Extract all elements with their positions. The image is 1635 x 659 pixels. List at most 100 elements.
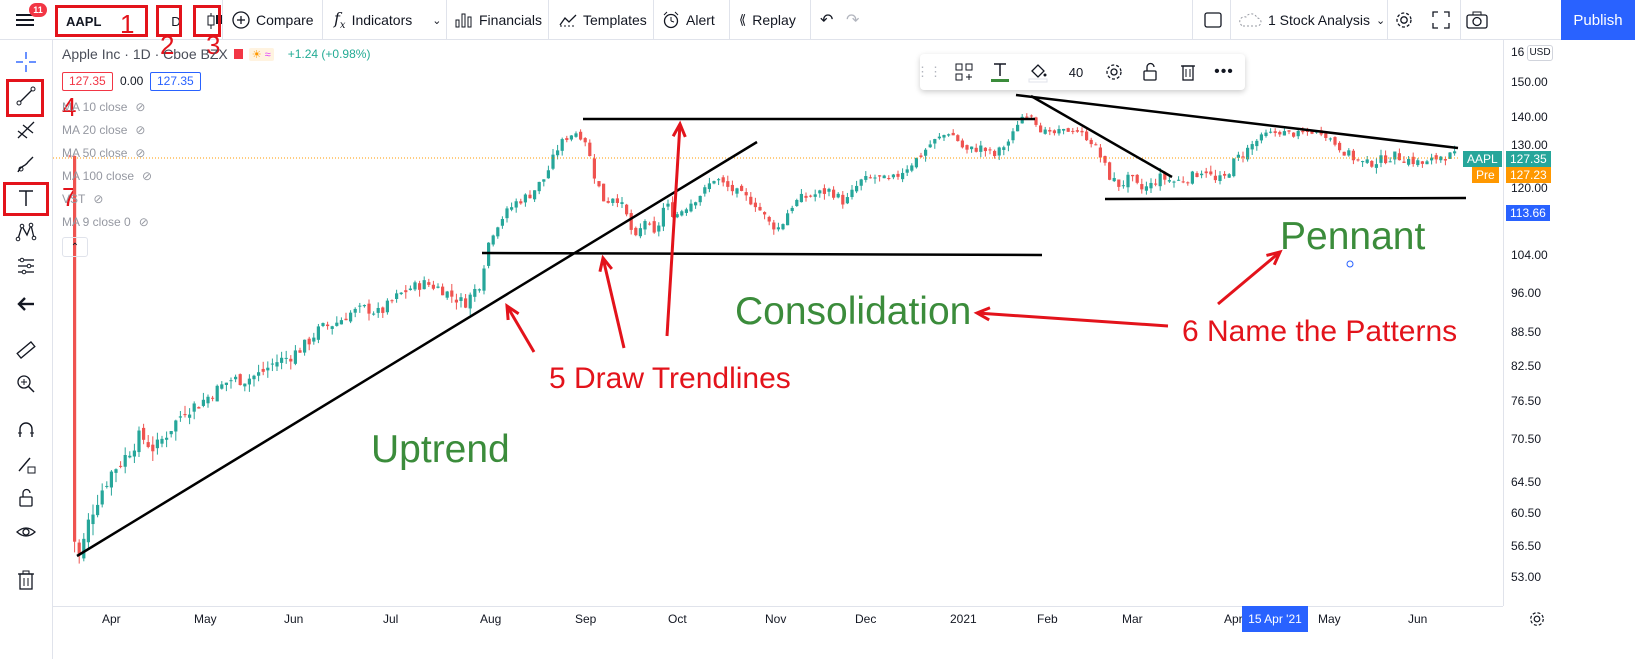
- candle-body: [1117, 179, 1121, 187]
- eye-hidden-icon[interactable]: ⊘: [138, 215, 149, 229]
- pattern-label-consolidation: Consolidation: [735, 290, 972, 333]
- ask-price[interactable]: 127.35: [150, 72, 201, 91]
- publish-button[interactable]: Publish: [1561, 0, 1635, 40]
- lock-drawing-button[interactable]: [1136, 58, 1164, 86]
- collapse-legend-button[interactable]: ⌃: [62, 237, 88, 257]
- brush-tool[interactable]: [10, 150, 42, 178]
- ruler-tool[interactable]: [10, 336, 42, 364]
- price-chart[interactable]: [53, 40, 1503, 606]
- price-axis[interactable]: [1503, 40, 1563, 606]
- candle-body: [243, 383, 247, 387]
- back-button[interactable]: [10, 290, 42, 318]
- candle-body: [767, 216, 771, 222]
- redo-button[interactable]: ↷: [846, 6, 859, 34]
- layout-toggle-button[interactable]: [1204, 6, 1222, 34]
- candle-body: [224, 382, 228, 385]
- text-color-button[interactable]: [986, 58, 1014, 86]
- time-tick: Apr: [102, 612, 121, 626]
- drag-handle-icon[interactable]: ⋮⋮: [916, 64, 942, 79]
- settings-button[interactable]: [1394, 6, 1414, 34]
- candle-body: [638, 228, 642, 237]
- ma-row[interactable]: MA 20 close ⊘: [62, 123, 145, 137]
- chevron-down-icon[interactable]: ⌄: [432, 14, 442, 27]
- compare-button[interactable]: Compare: [232, 6, 314, 34]
- remove-drawings-tool[interactable]: [10, 566, 42, 594]
- candle-body: [482, 268, 486, 291]
- fib-tool[interactable]: [10, 116, 42, 144]
- magnet-tool[interactable]: [10, 416, 42, 444]
- eye-hidden-icon[interactable]: ⊘: [142, 169, 153, 183]
- interval-button[interactable]: D: [171, 13, 181, 29]
- candle-body: [859, 179, 863, 186]
- fill-color-button[interactable]: [1024, 58, 1052, 86]
- financials-button[interactable]: Financials: [455, 6, 542, 34]
- chart-settings-button[interactable]: [1528, 610, 1548, 628]
- bid-price[interactable]: 127.35: [62, 72, 113, 91]
- square-icon: [1204, 12, 1222, 28]
- currency-badge[interactable]: USD: [1527, 45, 1553, 61]
- layout-menu-button[interactable]: 1 Stock Analysis ⌄: [1238, 6, 1385, 34]
- candle-body: [1407, 159, 1411, 165]
- candle-body: [372, 313, 376, 315]
- candle-body: [703, 187, 707, 194]
- more-options-button[interactable]: •••: [1210, 58, 1238, 86]
- flag-icon[interactable]: [233, 49, 243, 59]
- text-tool[interactable]: [10, 184, 42, 212]
- alert-button[interactable]: Alert: [662, 6, 715, 34]
- prediction-tool[interactable]: [10, 252, 42, 280]
- crosshair-tool[interactable]: [10, 48, 42, 76]
- candle-body: [1016, 124, 1020, 132]
- candle-body: [1085, 131, 1089, 141]
- time-axis[interactable]: [53, 606, 1503, 632]
- drawing-settings-button[interactable]: [1100, 58, 1128, 86]
- candle-body: [611, 198, 615, 203]
- eye-hidden-icon[interactable]: ⊘: [135, 146, 146, 160]
- ma-row[interactable]: MA 50 close ⊘: [62, 146, 145, 160]
- zoom-tool[interactable]: [10, 370, 42, 398]
- symbol-search[interactable]: AAPL: [66, 13, 102, 29]
- undo-button[interactable]: ↶: [820, 6, 833, 34]
- delete-drawing-button[interactable]: [1174, 58, 1202, 86]
- eye-hidden-icon[interactable]: ⊘: [135, 123, 146, 137]
- snapshot-button[interactable]: [1466, 6, 1488, 34]
- pattern-icon: [15, 222, 37, 242]
- eye-hidden-icon[interactable]: ⊘: [93, 192, 104, 206]
- replay-button[interactable]: ⟪ Replay: [739, 6, 796, 34]
- ma-row[interactable]: MA 9 close 0 ⊘: [62, 215, 149, 229]
- pattern-tool[interactable]: [10, 218, 42, 246]
- candle-body: [864, 176, 868, 180]
- lock-all-tool[interactable]: [10, 484, 42, 512]
- annotation-number-3: 3: [206, 30, 221, 60]
- drawing-toolbar: [0, 40, 53, 659]
- candle-body: [1025, 116, 1029, 118]
- candle-body: [583, 138, 587, 143]
- candle-body: [491, 235, 495, 245]
- annotation-box-interval: [156, 5, 182, 37]
- candle-body: [1052, 130, 1056, 134]
- candle-body: [832, 189, 836, 198]
- price-change: +1.24 (+0.98%): [287, 47, 371, 61]
- font-size-button[interactable]: 40: [1068, 64, 1084, 80]
- visibility-tool[interactable]: [10, 518, 42, 546]
- candle-body: [146, 442, 150, 447]
- eye-hidden-icon[interactable]: ⊘: [135, 100, 146, 114]
- templates-button[interactable]: Templates: [559, 6, 647, 34]
- price-tick: 56.50: [1511, 539, 1542, 553]
- templates-grid-button[interactable]: [950, 58, 978, 86]
- candle-body: [404, 290, 408, 293]
- candle-body: [988, 149, 992, 151]
- lock-drawing-tool[interactable]: [10, 450, 42, 478]
- ma-row[interactable]: MA 10 close ⊘: [62, 100, 145, 114]
- menu-button[interactable]: [8, 6, 42, 34]
- candle-body: [983, 147, 987, 152]
- candle-body: [795, 199, 799, 207]
- candle-body: [1278, 131, 1282, 135]
- candle-body: [500, 219, 504, 226]
- gear-icon: [1106, 64, 1122, 80]
- chevron-up-icon: ⌃: [70, 241, 80, 253]
- fullscreen-button[interactable]: [1432, 6, 1450, 34]
- ma-row[interactable]: VST ⊘: [62, 192, 103, 206]
- trendline-tool[interactable]: [10, 82, 42, 110]
- indicators-button[interactable]: fx Indicators ⌄: [334, 6, 441, 34]
- ma-row[interactable]: MA 100 close ⊘: [62, 169, 152, 183]
